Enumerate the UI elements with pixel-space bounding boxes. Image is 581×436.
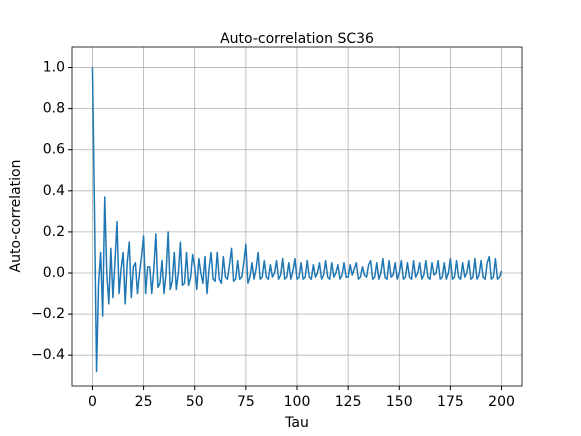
y-tick-label: 0.0 — [43, 265, 65, 281]
y-axis-label: Auto-correlation — [8, 160, 24, 273]
x-tick-label: 0 — [88, 394, 97, 410]
y-tick-label: 1.0 — [43, 60, 65, 76]
x-tick-label: 175 — [437, 394, 464, 410]
x-tick-label: 200 — [488, 394, 515, 410]
x-axis-label: Tau — [284, 415, 309, 431]
line-series — [91, 67, 503, 373]
y-tick-label: −0.4 — [31, 347, 65, 363]
x-tick-label: 75 — [237, 394, 255, 410]
x-tick-label: 25 — [135, 394, 153, 410]
x-tick-label: 100 — [284, 394, 311, 410]
y-tick-label: 0.8 — [43, 101, 65, 117]
y-tick-label: 0.6 — [43, 142, 65, 158]
y-tick-label: 0.2 — [43, 224, 65, 240]
y-tick-label: 0.4 — [43, 183, 65, 199]
x-tick-label: 50 — [186, 394, 204, 410]
chart-title: Auto-correlation SC36 — [220, 31, 374, 47]
y-tick-label: −0.2 — [31, 306, 65, 322]
axes-frame — [71, 46, 523, 387]
x-tick-label: 125 — [335, 394, 362, 410]
x-tick-label: 150 — [386, 394, 413, 410]
